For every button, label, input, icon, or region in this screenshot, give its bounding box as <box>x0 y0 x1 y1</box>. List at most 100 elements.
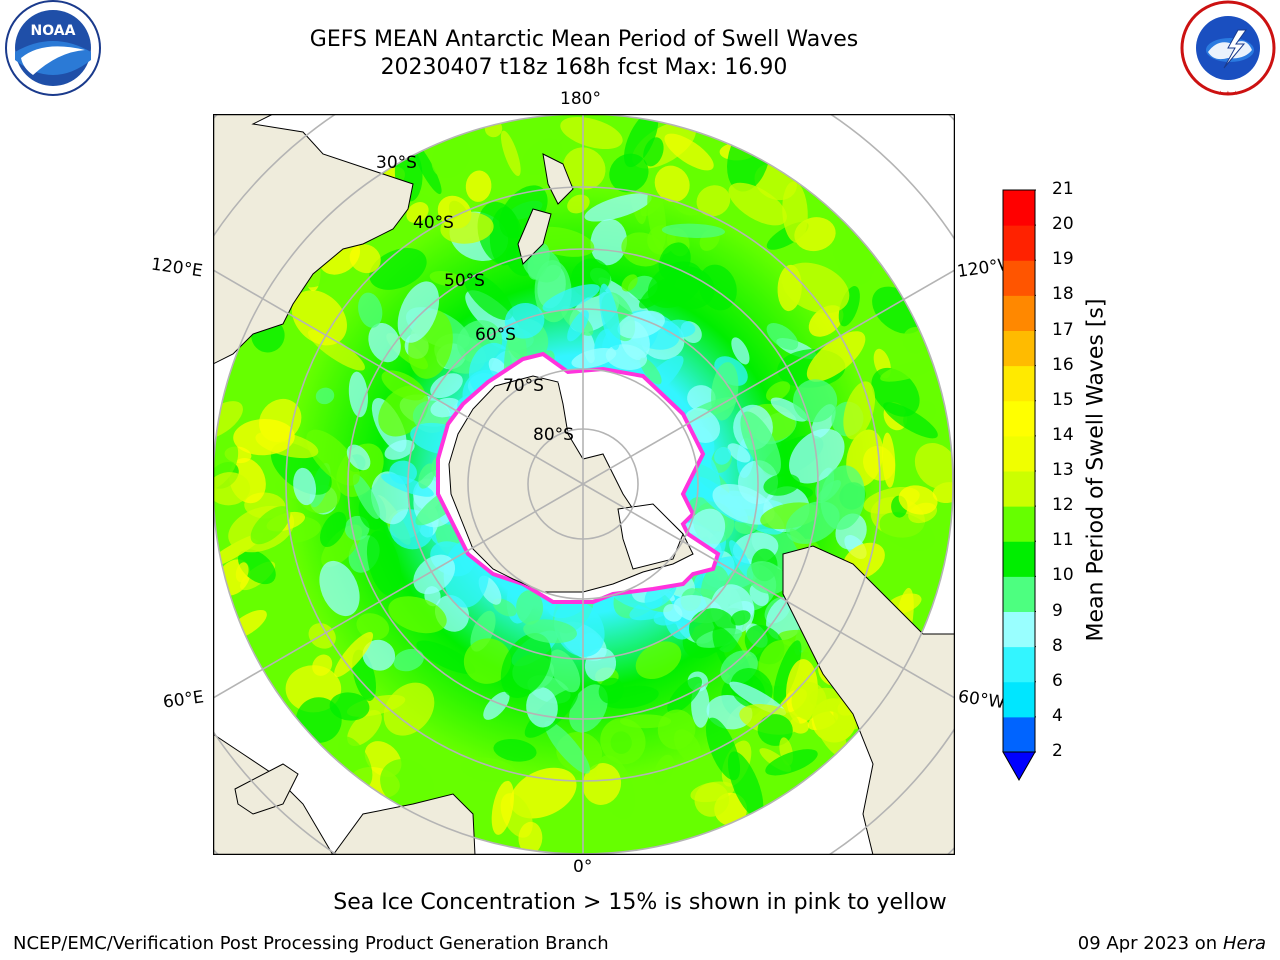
swell-patch <box>352 473 380 520</box>
lat-label-80s: 80°S <box>533 425 574 445</box>
swell-patch <box>569 684 608 733</box>
colorbar-segment <box>1003 471 1035 507</box>
colorbar-segment <box>1003 681 1035 718</box>
chart-title: GEFS MEAN Antarctic Mean Period of Swell… <box>309 27 859 52</box>
swell-patch <box>663 603 683 622</box>
colorbar-tick-label: 18 <box>1052 284 1074 305</box>
swell-patch <box>598 277 653 321</box>
swell-patch <box>348 371 368 418</box>
chart-subtitle: 20230407 t18z 168h fcst Max: 16.90 <box>380 55 788 80</box>
swell-patch <box>582 763 622 805</box>
swell-patch <box>380 758 434 809</box>
swell-patch <box>320 511 347 547</box>
colorbar-tick-label: 9 <box>1052 600 1063 621</box>
swell-patch <box>431 136 471 179</box>
swell-patch <box>647 183 667 250</box>
swell-patch <box>308 623 336 649</box>
swell-patch <box>639 357 662 385</box>
swell-patch <box>599 283 621 350</box>
lat-label-50s: 50°S <box>444 271 485 291</box>
swell-patch <box>898 485 938 515</box>
svg-text:★ ★ ★: ★ ★ ★ <box>1218 90 1238 97</box>
lon-label-60e: 60°E <box>161 687 206 713</box>
swell-patch <box>773 640 802 705</box>
colorbar-segment <box>1003 716 1035 753</box>
swell-patch <box>463 638 512 684</box>
swell-patch <box>293 467 317 506</box>
swell-patch <box>809 687 843 709</box>
colorbar-segment <box>1003 646 1035 683</box>
lon-label-120e: 120°E <box>149 254 204 282</box>
swell-patch <box>291 290 347 346</box>
noaa-logo: NOAA <box>3 0 103 100</box>
swell-patch <box>746 561 787 595</box>
colorbar-tick-label: 2 <box>1052 741 1063 761</box>
swell-patch <box>664 133 714 171</box>
swell-patch <box>235 562 249 583</box>
swell-patch <box>430 373 463 399</box>
lon-label-180: 180° <box>560 89 601 109</box>
lat-label-70s: 70°S <box>503 376 544 396</box>
swell-patch <box>393 648 424 672</box>
swell-patch <box>623 114 659 168</box>
swell-patch <box>440 212 494 244</box>
colorbar-segment <box>1003 190 1035 226</box>
colorbar-segment <box>1003 400 1035 437</box>
swell-patch <box>315 387 335 405</box>
colorbar-tick-label: 13 <box>1052 460 1074 480</box>
colorbar-tick-label: 11 <box>1052 530 1074 551</box>
swell-patch <box>368 322 401 363</box>
footer-credit: NCEP/EMC/Verification Post Processing Pr… <box>13 933 609 954</box>
swell-patch <box>416 640 476 675</box>
swell-patch <box>727 443 751 463</box>
lat-label-30s: 30°S <box>376 153 417 173</box>
swell-patch <box>639 276 676 309</box>
swell-patch <box>605 344 648 370</box>
colorbar-tick-label: 19 <box>1052 249 1074 270</box>
lat-label-60s: 60°S <box>475 325 516 345</box>
swell-patch <box>621 274 638 292</box>
swell-patch <box>728 182 787 226</box>
swell-patch <box>213 472 251 506</box>
colorbar-segment <box>1003 295 1035 331</box>
colorbar-segment <box>1003 506 1035 542</box>
swell-patch <box>694 782 730 817</box>
swell-patch <box>712 483 775 525</box>
swell-patch <box>730 610 751 626</box>
colorbar-tick-label: 10 <box>1052 565 1074 586</box>
colorbar-tick-label: 17 <box>1052 319 1074 340</box>
swell-patch <box>366 530 402 597</box>
swell-patch <box>806 331 866 382</box>
colorbar-tick-label: 21 <box>1052 179 1074 199</box>
swell-patch <box>406 202 429 223</box>
lon-label-0: 0° <box>573 857 593 877</box>
footer-date-text: 09 Apr 2023 on <box>1077 933 1223 954</box>
swell-patch <box>346 444 371 471</box>
swell-patch <box>362 639 396 671</box>
swell-patch <box>562 147 606 190</box>
noaa-logo-text: NOAA <box>31 23 76 39</box>
swell-patch <box>567 194 590 214</box>
swell-patch <box>590 218 628 266</box>
swell-patch <box>319 560 360 617</box>
swell-patch <box>544 720 591 774</box>
colorbar-segment <box>1003 435 1035 472</box>
antarctica <box>436 351 721 604</box>
footer-host: Hera <box>1222 933 1266 954</box>
swell-patch <box>635 641 682 679</box>
swell-patch <box>430 397 462 418</box>
colorbar-tick-label: 12 <box>1052 495 1074 516</box>
swell-patch <box>621 232 664 267</box>
swell-patch <box>714 446 732 465</box>
swell-patch <box>358 292 383 328</box>
swell-patch <box>464 272 513 321</box>
swell-patch <box>388 596 447 634</box>
colorbar-tick-label: 14 <box>1052 424 1074 445</box>
swell-patch <box>770 397 808 422</box>
swell-patch <box>763 473 800 496</box>
swell-patch <box>549 649 581 693</box>
swell-patch <box>781 262 850 314</box>
colorbar-segment <box>1003 611 1035 648</box>
swell-patch <box>233 418 295 456</box>
swell-patch <box>542 284 600 312</box>
